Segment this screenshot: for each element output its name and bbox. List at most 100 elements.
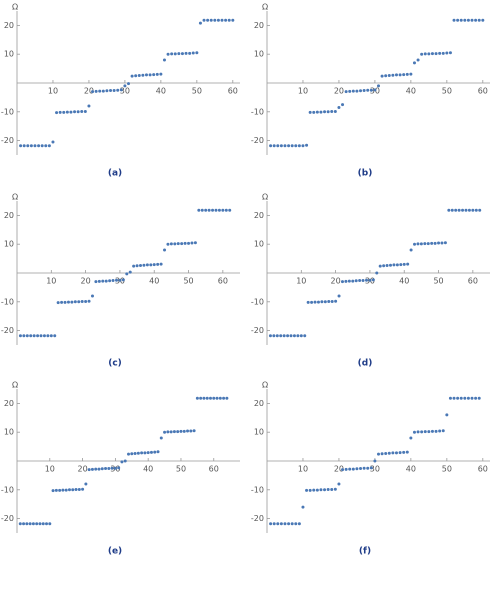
- data-point: [22, 522, 26, 526]
- data-point: [305, 143, 309, 147]
- data-point: [378, 264, 382, 268]
- data-point: [351, 89, 355, 93]
- data-point: [41, 522, 45, 526]
- data-point: [438, 51, 442, 55]
- data-point: [308, 110, 312, 114]
- data-point: [276, 522, 280, 526]
- x-tick-label: 40: [156, 87, 166, 96]
- x-tick-label: 60: [228, 87, 238, 96]
- data-point: [127, 82, 130, 86]
- y-axis-label: Ω: [262, 3, 268, 12]
- data-point: [225, 396, 229, 400]
- data-point: [320, 300, 324, 304]
- data-point: [105, 89, 109, 93]
- data-point: [387, 451, 391, 455]
- data-point: [319, 488, 323, 492]
- data-point: [123, 84, 127, 88]
- data-point: [456, 18, 460, 22]
- y-tick-label: 20: [4, 399, 14, 408]
- data-point: [437, 241, 441, 245]
- x-tick-label: 60: [478, 465, 488, 474]
- data-point: [434, 52, 438, 56]
- data-point: [297, 522, 301, 526]
- data-point: [351, 279, 355, 283]
- y-tick-label: 20: [4, 21, 14, 30]
- data-point: [402, 450, 406, 454]
- data-point: [18, 522, 22, 526]
- data-point: [46, 334, 50, 338]
- data-point: [427, 52, 431, 56]
- data-point: [26, 144, 30, 148]
- data-point: [323, 300, 327, 304]
- panel-label: (b): [358, 169, 373, 179]
- data-point: [347, 279, 351, 283]
- data-point: [412, 430, 416, 434]
- data-point: [87, 299, 91, 303]
- data-point: [119, 88, 123, 92]
- data-point: [51, 489, 55, 493]
- data-point: [348, 467, 352, 471]
- data-point: [58, 110, 62, 114]
- x-tick-label: 30: [370, 465, 380, 474]
- data-point: [384, 452, 388, 456]
- data-point: [145, 263, 149, 267]
- data-point: [198, 21, 202, 25]
- data-point: [423, 52, 427, 56]
- data-point: [73, 300, 77, 304]
- data-point: [323, 110, 327, 114]
- y-tick-label: -20: [1, 136, 14, 145]
- data-point: [58, 488, 62, 492]
- data-point: [90, 294, 94, 298]
- data-point: [228, 208, 232, 212]
- data-point: [215, 396, 219, 400]
- data-point: [200, 208, 204, 212]
- data-point: [375, 271, 379, 275]
- data-point: [279, 522, 283, 526]
- data-point: [426, 242, 430, 246]
- data-point: [445, 51, 449, 55]
- data-point: [94, 280, 98, 284]
- data-point: [337, 105, 341, 109]
- data-point: [94, 89, 98, 93]
- data-point: [340, 280, 344, 284]
- data-point: [457, 208, 461, 212]
- data-point: [110, 466, 114, 470]
- data-point: [481, 18, 485, 22]
- data-point: [40, 144, 44, 148]
- data-point: [107, 466, 111, 470]
- data-point: [296, 334, 300, 338]
- data-point: [283, 144, 287, 148]
- data-point: [104, 466, 108, 470]
- data-point: [463, 18, 467, 22]
- data-point: [166, 52, 170, 56]
- data-point: [344, 90, 348, 94]
- data-point: [440, 241, 444, 245]
- x-tick-label: 10: [296, 277, 306, 286]
- data-point: [191, 51, 195, 55]
- data-point: [186, 429, 190, 433]
- data-point: [366, 88, 370, 92]
- data-point: [330, 110, 334, 114]
- data-point: [373, 459, 377, 463]
- data-point: [330, 300, 334, 304]
- panel-label: (f): [359, 547, 371, 557]
- y-tick-label: -20: [251, 326, 264, 335]
- data-point: [337, 482, 341, 486]
- y-tick-label: -10: [251, 297, 264, 306]
- data-point: [391, 73, 395, 77]
- data-point: [54, 488, 58, 492]
- y-tick-label: 10: [4, 240, 14, 249]
- data-point: [101, 89, 105, 93]
- data-point: [354, 279, 358, 283]
- y-tick-label: -10: [1, 107, 14, 116]
- data-point: [77, 488, 81, 492]
- x-tick-label: 60: [218, 277, 228, 286]
- y-tick-label: -10: [1, 297, 14, 306]
- data-point: [377, 84, 380, 88]
- data-point: [98, 89, 102, 93]
- x-tick-label: 60: [478, 87, 488, 96]
- data-point: [111, 278, 115, 282]
- data-point: [477, 18, 481, 22]
- data-point: [326, 110, 330, 114]
- x-tick-label: 40: [143, 465, 153, 474]
